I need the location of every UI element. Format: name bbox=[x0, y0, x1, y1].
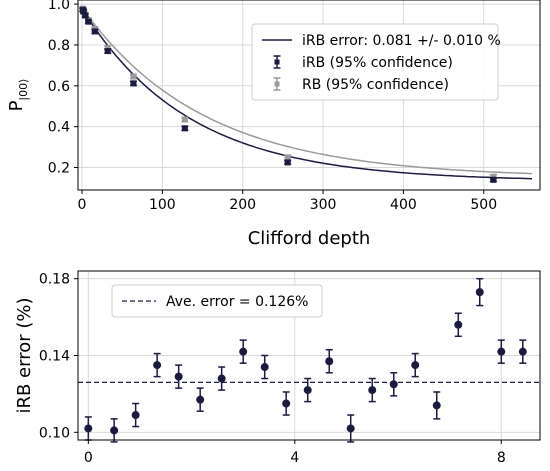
irb-point bbox=[80, 8, 87, 15]
decay-plot-frame bbox=[77, 0, 541, 191]
legend-rb-marker bbox=[273, 77, 281, 91]
error-point bbox=[389, 380, 398, 389]
error-point bbox=[174, 372, 183, 381]
rb-point bbox=[181, 116, 188, 123]
error-y-axis-label: iRB error (%) bbox=[14, 297, 35, 413]
error-point bbox=[518, 347, 527, 356]
error-point bbox=[475, 288, 484, 297]
error-point bbox=[411, 361, 420, 370]
error-point bbox=[260, 363, 269, 372]
decay-plot-ticks: 0 100 200 300 400 500 0.2 0.4 0.6 0.8 1.0 bbox=[48, 0, 497, 213]
x-tick-label: 8 bbox=[497, 450, 506, 466]
error-point bbox=[497, 347, 506, 356]
legend-average-label: Ave. error = 0.126% bbox=[166, 294, 308, 310]
error-point bbox=[368, 386, 377, 395]
y-tick-label: 0.10 bbox=[39, 425, 70, 441]
error-point bbox=[196, 395, 205, 404]
irb-point bbox=[181, 125, 188, 132]
error-point bbox=[325, 357, 334, 366]
error-plot: 0 4 8 0.10 0.14 0.18 iRB error (%) Ave. error… bbox=[14, 270, 541, 466]
irb-point bbox=[130, 80, 137, 87]
rb-point bbox=[130, 73, 137, 80]
y-axis-label: P|00⟩ bbox=[6, 79, 30, 112]
error-plot-legend: Ave. error = 0.126% bbox=[111, 284, 323, 318]
legend-box bbox=[251, 23, 499, 101]
irb-point bbox=[91, 28, 98, 35]
legend-fit-label: iRB error: 0.081 +/- 0.010 % bbox=[302, 33, 501, 49]
legend-irb-label: iRB (95% confidence) bbox=[302, 55, 453, 71]
error-plot-grid bbox=[78, 271, 540, 440]
error-point bbox=[239, 347, 248, 356]
error-point bbox=[346, 424, 355, 433]
y-tick-label: 0.6 bbox=[48, 79, 70, 95]
x-tick-label: 4 bbox=[290, 450, 299, 466]
legend-rb-point bbox=[274, 81, 280, 87]
y-tick-label: 0.18 bbox=[39, 272, 70, 288]
x-tick-label: 200 bbox=[229, 197, 256, 213]
x-tick-label: 0 bbox=[84, 450, 93, 466]
decay-plot-legend: iRB error: 0.081 +/- 0.010 % iRB (95% co… bbox=[251, 23, 501, 101]
legend-rb-label: RB (95% confidence) bbox=[302, 77, 449, 93]
y-tick-label: 0.2 bbox=[48, 161, 70, 177]
error-point bbox=[303, 386, 312, 395]
error-point bbox=[84, 424, 93, 433]
error-data-points bbox=[84, 277, 527, 443]
rb-point bbox=[284, 154, 291, 161]
irb-point bbox=[490, 176, 497, 183]
irb-point bbox=[85, 18, 92, 25]
x-axis-label: Clifford depth bbox=[248, 228, 371, 249]
y-tick-label: 0.4 bbox=[48, 120, 70, 136]
error-point bbox=[217, 374, 226, 383]
irb-fit-curve bbox=[81, 8, 533, 180]
irb-point bbox=[284, 159, 291, 166]
decay-fit-curves bbox=[81, 7, 533, 180]
x-tick-label: 0 bbox=[78, 197, 87, 213]
error-point bbox=[282, 399, 291, 408]
rb-fit-curve bbox=[81, 7, 533, 175]
error-plot-ticks: 0 4 8 0.10 0.14 0.18 bbox=[39, 272, 506, 466]
decay-data-points bbox=[79, 5, 497, 183]
rb-point bbox=[490, 173, 497, 180]
error-point bbox=[153, 361, 162, 370]
x-tick-label: 400 bbox=[390, 197, 417, 213]
irb-point bbox=[104, 48, 111, 55]
error-point bbox=[110, 426, 119, 435]
error-point bbox=[432, 401, 441, 410]
legend-box bbox=[111, 284, 323, 318]
y-tick-label: 1.0 bbox=[48, 0, 70, 13]
x-tick-label: 500 bbox=[470, 197, 497, 213]
y-axis-label-subscript: |00⟩ bbox=[17, 79, 30, 101]
x-tick-label: 300 bbox=[310, 197, 337, 213]
rb-point bbox=[104, 45, 111, 52]
y-tick-label: 0.8 bbox=[48, 38, 70, 54]
legend-irb-marker bbox=[273, 55, 281, 69]
error-point bbox=[131, 411, 140, 420]
y-tick-label: 0.14 bbox=[39, 349, 70, 365]
error-point bbox=[454, 320, 463, 329]
decay-plot: 0 100 200 300 400 500 0.2 0.4 0.6 0.8 1.0 Clifford… bbox=[6, 0, 541, 249]
legend-irb-point bbox=[274, 59, 280, 65]
x-tick-label: 100 bbox=[149, 197, 176, 213]
irb-point bbox=[82, 12, 89, 19]
